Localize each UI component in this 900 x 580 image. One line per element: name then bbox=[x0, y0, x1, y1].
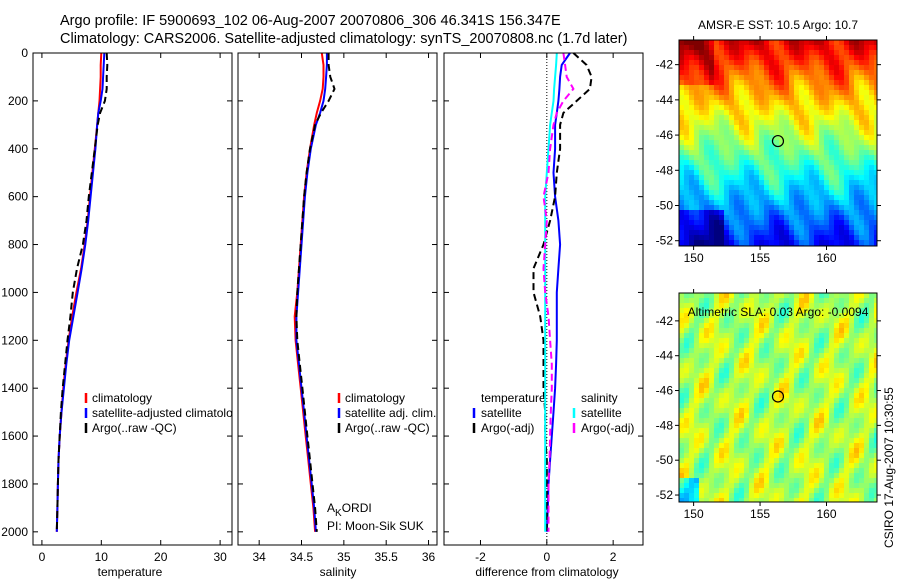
lat-tick-label: -48 bbox=[656, 418, 674, 432]
lat-tick-label: -42 bbox=[656, 58, 674, 72]
x-tick-label: 34 bbox=[252, 550, 266, 564]
lon-tick-label: 150 bbox=[684, 507, 704, 521]
legend-group-salinity: salinity bbox=[581, 391, 618, 405]
lat-tick-label: -44 bbox=[656, 349, 674, 363]
y-tick-label: 600 bbox=[8, 190, 28, 204]
figure-title-line1: Argo profile: IF 5900693_102 06-Aug-2007… bbox=[60, 13, 561, 29]
map-frame bbox=[678, 39, 878, 247]
series-line-satellite-adjusted-climatology bbox=[55, 52, 106, 532]
y-tick-label: 2000 bbox=[1, 525, 28, 539]
csiro-timestamp: CSIRO 17-Aug-2007 10:30:55 bbox=[882, 387, 896, 548]
y-tick-label: 400 bbox=[8, 142, 28, 156]
x-tick-label: -2 bbox=[475, 550, 486, 564]
sst-map-title: AMSR-E SST: 10.5 Argo: 10.7 bbox=[698, 18, 858, 32]
series-line-argo-adj- bbox=[532, 52, 593, 532]
legend-label: Argo(..raw -QC) bbox=[345, 421, 430, 435]
figure-title-line2: Climatology: CARS2006. Satellite-adjuste… bbox=[60, 31, 627, 47]
series-line-argo-raw-qc- bbox=[295, 53, 336, 532]
legend-label: satellite bbox=[581, 406, 622, 420]
salinity-panel: 34 34.5 35 35.5 36 bbox=[237, 52, 438, 564]
legend-label: climatology bbox=[345, 391, 405, 405]
lon-tick-label: 160 bbox=[816, 507, 836, 521]
salinity-xlabel: salinity bbox=[320, 565, 357, 579]
legend-label: satellite adj. clim. bbox=[345, 406, 436, 420]
lon-tick-label: 160 bbox=[816, 251, 836, 265]
legend-label: Argo(-adj) bbox=[581, 421, 634, 435]
series-line-climatology bbox=[55, 52, 103, 532]
series-line-argo-raw-qc- bbox=[55, 52, 109, 532]
x-tick-label: 34.5 bbox=[290, 550, 314, 564]
sla-map-axes: 150 155 160 -42 -44 -46 -48 -50 -52 bbox=[656, 289, 881, 521]
lat-tick-label: -50 bbox=[656, 453, 674, 467]
lat-tick-label: -46 bbox=[656, 128, 674, 142]
institution-annotation: AKORDI bbox=[327, 501, 372, 519]
lon-tick-label: 150 bbox=[684, 251, 704, 265]
sla-heatmap bbox=[679, 293, 877, 502]
x-tick-label: 0 bbox=[39, 550, 46, 564]
sst-heatmap bbox=[679, 40, 877, 246]
pi-annotation: PI: Moon-Sik SUK bbox=[327, 519, 424, 533]
lat-tick-label: -46 bbox=[656, 384, 674, 398]
legend-label: satellite-adjusted climatology bbox=[92, 406, 245, 420]
x-tick-label: 30 bbox=[213, 550, 227, 564]
lat-tick-label: -52 bbox=[656, 234, 674, 248]
temperature-xlabel: temperature bbox=[98, 565, 163, 579]
x-tick-label: 35.5 bbox=[375, 550, 399, 564]
y-tick-label: 1800 bbox=[1, 477, 28, 491]
map-frame bbox=[678, 292, 878, 503]
y-tick-label: 1000 bbox=[1, 285, 28, 299]
lat-tick-label: -48 bbox=[656, 163, 674, 177]
temperature-legend: climatology satellite-adjusted climatolo… bbox=[84, 391, 245, 435]
x-tick-label: 20 bbox=[154, 550, 168, 564]
profile-location-marker bbox=[771, 390, 785, 403]
y-tick-label: 1200 bbox=[1, 333, 28, 347]
legend-label: Argo(..raw -QC) bbox=[92, 421, 177, 435]
series-line-satellite-adj-clim- bbox=[295, 53, 328, 532]
x-tick-label: 0 bbox=[543, 550, 550, 564]
y-tick-label: 800 bbox=[8, 238, 28, 252]
temperature-panel: 0 200 400 600 800 1000 1200 1400 1600 1800 2000 0 10… bbox=[1, 46, 233, 564]
sst-map-axes: 150 155 160 -42 -44 -46 -48 -50 -52 bbox=[656, 36, 881, 265]
profile-location-marker bbox=[771, 134, 785, 148]
legend-label: Argo(-adj) bbox=[481, 421, 534, 435]
lat-tick-label: -50 bbox=[656, 199, 674, 213]
legend-group-temperature: temperature bbox=[481, 391, 546, 405]
y-tick-label: 200 bbox=[8, 94, 28, 108]
plot-frame bbox=[32, 52, 233, 546]
x-tick-label: 2 bbox=[610, 550, 617, 564]
lon-tick-label: 155 bbox=[750, 507, 770, 521]
difference-xlabel: difference from climatology bbox=[475, 565, 618, 579]
y-tick-label: 1400 bbox=[1, 381, 28, 395]
lon-tick-label: 155 bbox=[750, 251, 770, 265]
plot-frame bbox=[443, 52, 644, 546]
lat-tick-label: -52 bbox=[656, 488, 674, 502]
salinity-legend: climatology satellite adj. clim. Argo(..… bbox=[337, 391, 436, 435]
series-line-satellite bbox=[545, 52, 571, 532]
x-tick-label: 35 bbox=[337, 550, 351, 564]
lat-tick-label: -42 bbox=[656, 314, 674, 328]
x-tick-label: 36 bbox=[422, 550, 436, 564]
series-line-argo-adj- bbox=[542, 52, 575, 532]
x-tick-label: 10 bbox=[95, 550, 109, 564]
difference-legend: temperature satellite Argo(-adj) salinit… bbox=[472, 391, 634, 435]
legend-label: climatology bbox=[92, 391, 152, 405]
y-tick-label: 1600 bbox=[1, 429, 28, 443]
legend-label: satellite bbox=[481, 406, 522, 420]
difference-panel: -2 0 2 bbox=[443, 52, 644, 564]
lat-tick-label: -44 bbox=[656, 93, 674, 107]
sla-map-title: Altimetric SLA: 0.03 Argo: -0.0094 bbox=[688, 305, 869, 319]
plot-frame bbox=[237, 52, 438, 546]
y-tick-label: 0 bbox=[21, 46, 28, 60]
